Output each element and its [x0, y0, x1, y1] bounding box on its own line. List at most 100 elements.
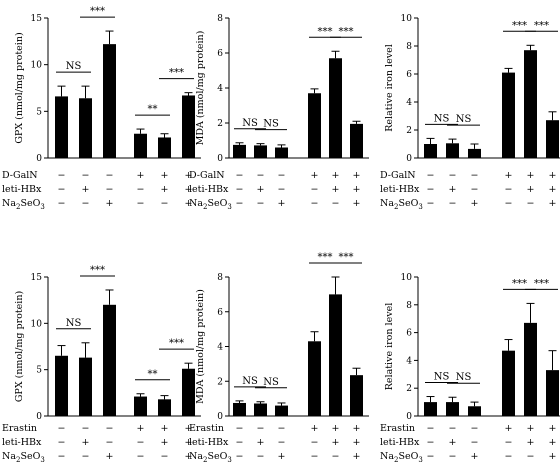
- condition-sign: −: [82, 423, 90, 434]
- condition-sign: −: [161, 198, 169, 209]
- condition-sign: −: [257, 170, 265, 181]
- condition-sign: +: [278, 198, 286, 209]
- condition-sign: −: [505, 198, 513, 209]
- significance-label: ***: [339, 26, 354, 37]
- bar: [254, 403, 267, 416]
- y-tick-label: 0: [406, 412, 412, 422]
- y-axis-label: Relative iron level: [384, 44, 395, 131]
- significance-label: ***: [169, 68, 184, 79]
- y-tick-label: 2: [406, 126, 412, 136]
- bar: [329, 294, 342, 416]
- condition-sign: +: [106, 451, 114, 462]
- y-tick-label: 6: [217, 308, 223, 318]
- condition-sign: −: [505, 451, 513, 462]
- condition-label-text: SeO: [398, 451, 418, 462]
- significance-label: NS: [66, 61, 82, 72]
- condition-sign: −: [471, 170, 479, 181]
- y-tick-label: 10: [401, 273, 413, 283]
- condition-sign: +: [332, 184, 340, 195]
- y-axis-label: Relative iron level: [384, 303, 395, 390]
- condition-sign: +: [332, 437, 340, 448]
- condition-sign: +: [527, 184, 535, 195]
- condition-label: Erastin: [189, 423, 224, 434]
- y-tick-label: 4: [406, 356, 412, 366]
- condition-sign: −: [236, 170, 244, 181]
- condition-sign: −: [236, 184, 244, 195]
- condition-sign: +: [185, 423, 193, 434]
- condition-sign: +: [311, 170, 319, 181]
- condition-sign: +: [527, 423, 535, 434]
- condition-sign: +: [82, 184, 90, 195]
- condition-sign: −: [137, 184, 145, 195]
- condition-label-text: SeO: [207, 198, 227, 209]
- bar: [502, 350, 515, 416]
- condition-sign: +: [161, 437, 169, 448]
- condition-sign: +: [505, 170, 513, 181]
- condition-sign: +: [549, 170, 557, 181]
- condition-sign: −: [427, 437, 435, 448]
- y-tick-label: 0: [406, 154, 412, 164]
- bar: [55, 355, 68, 416]
- y-tick-label: 6: [406, 70, 412, 80]
- y-tick-label: 5: [36, 366, 42, 376]
- condition-sign: −: [311, 451, 319, 462]
- condition-sign: −: [257, 451, 265, 462]
- condition-label: Na2SeO3: [189, 451, 232, 464]
- condition-sign: −: [311, 184, 319, 195]
- condition-label: Erastin: [2, 423, 37, 434]
- subscript: 3: [418, 456, 422, 464]
- significance-label: NS: [434, 113, 450, 124]
- condition-label: Na2SeO3: [380, 451, 423, 464]
- bar: [524, 322, 537, 416]
- condition-sign: −: [449, 451, 457, 462]
- bar: [468, 148, 481, 158]
- y-tick-label: 8: [406, 301, 412, 311]
- y-tick-label: 2: [217, 119, 223, 129]
- condition-sign: −: [236, 451, 244, 462]
- condition-sign: −: [427, 184, 435, 195]
- condition-label: Na2SeO3: [380, 198, 423, 211]
- condition-sign: −: [236, 437, 244, 448]
- condition-sign: +: [353, 198, 361, 209]
- condition-sign: +: [137, 170, 145, 181]
- condition-sign: −: [278, 423, 286, 434]
- condition-sign: +: [278, 451, 286, 462]
- y-tick-label: 4: [217, 84, 223, 94]
- condition-sign: −: [449, 423, 457, 434]
- bar: [233, 144, 246, 158]
- significance-label: ***: [512, 20, 527, 31]
- condition-sign: −: [161, 451, 169, 462]
- condition-sign: +: [549, 437, 557, 448]
- significance-label: ***: [534, 20, 549, 31]
- condition-sign: −: [106, 170, 114, 181]
- bar: [546, 370, 559, 416]
- condition-sign: −: [449, 198, 457, 209]
- condition-label: D-GalN: [380, 170, 416, 181]
- subscript: 2: [16, 456, 20, 464]
- significance-label: ***: [512, 278, 527, 289]
- condition-label: Na2SeO3: [189, 198, 232, 211]
- y-tick-label: 0: [217, 412, 223, 422]
- condition-sign: −: [82, 198, 90, 209]
- condition-sign: +: [353, 437, 361, 448]
- bar: [134, 133, 147, 158]
- condition-sign: +: [353, 451, 361, 462]
- condition-sign: −: [106, 184, 114, 195]
- condition-sign: +: [471, 451, 479, 462]
- condition-label: leti-HBx: [2, 437, 42, 448]
- significance-label: NS: [242, 118, 258, 129]
- subscript: 3: [40, 456, 44, 464]
- y-tick-label: 5: [36, 107, 42, 117]
- y-tick-label: 6: [217, 49, 223, 59]
- significance-label: ***: [90, 6, 105, 17]
- condition-label: D-GalN: [189, 170, 225, 181]
- bar: [446, 143, 459, 158]
- condition-sign: −: [106, 437, 114, 448]
- condition-sign: −: [332, 198, 340, 209]
- condition-sign: +: [161, 423, 169, 434]
- bar: [79, 98, 92, 158]
- condition-sign: −: [137, 437, 145, 448]
- condition-sign: +: [185, 451, 193, 462]
